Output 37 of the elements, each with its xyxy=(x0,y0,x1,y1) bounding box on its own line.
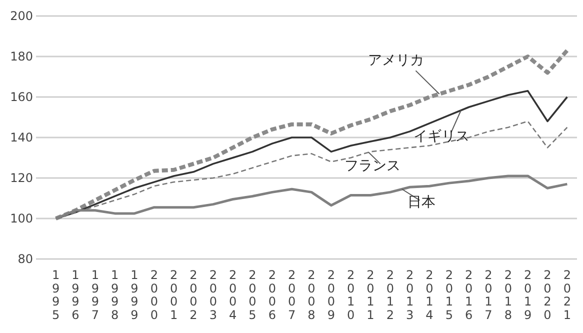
x-tick-label: 2020 xyxy=(544,268,552,322)
x-tick-label: 2017 xyxy=(484,268,492,322)
x-tick-label: 2016 xyxy=(465,268,473,322)
x-tick-label: 2003 xyxy=(209,268,217,322)
x-tick-label: 2006 xyxy=(268,268,276,322)
x-tick-label: 2001 xyxy=(170,268,178,322)
x-tick-label: 2012 xyxy=(386,268,394,322)
text: アメリカ xyxy=(368,52,424,69)
y-tick-label: 120 xyxy=(10,171,33,185)
x-tick-label: 2007 xyxy=(288,268,296,322)
x-tick-label: 2004 xyxy=(229,268,237,322)
y-tick-label: 140 xyxy=(10,130,33,144)
x-tick-label: 2011 xyxy=(366,268,374,322)
x-tick-label: 2010 xyxy=(347,268,355,322)
x-tick-label: 2008 xyxy=(308,268,316,322)
x-tick-label: 2000 xyxy=(150,268,158,322)
y-tick-label: 200 xyxy=(10,9,33,23)
x-tick-label: 2015 xyxy=(445,268,453,322)
x-tick-label: 2019 xyxy=(524,268,532,322)
x-tick-label: 2014 xyxy=(426,268,434,322)
series-label: 日本 xyxy=(408,194,436,210)
x-tick-label: 1999 xyxy=(130,268,138,322)
x-tick-label: 2002 xyxy=(190,268,198,322)
series-label: フランス xyxy=(344,158,400,174)
y-tick-label: 180 xyxy=(10,50,33,64)
x-tick-label: 2013 xyxy=(406,268,414,322)
y-tick-label: 80 xyxy=(18,252,33,266)
y-tick-label: 100 xyxy=(10,212,33,226)
x-tick-label: 1996 xyxy=(72,268,80,322)
x-tick-label: 1998 xyxy=(111,268,119,322)
x-tick-label: 2005 xyxy=(248,268,256,322)
x-tick-label: 1995 xyxy=(52,268,60,322)
y-tick-label: 160 xyxy=(10,90,33,104)
x-tick-label: 2009 xyxy=(327,268,335,322)
x-tick-label: 2018 xyxy=(504,268,512,322)
x-tick-label: 2021 xyxy=(563,268,571,322)
x-tick-label: 1997 xyxy=(91,268,99,322)
